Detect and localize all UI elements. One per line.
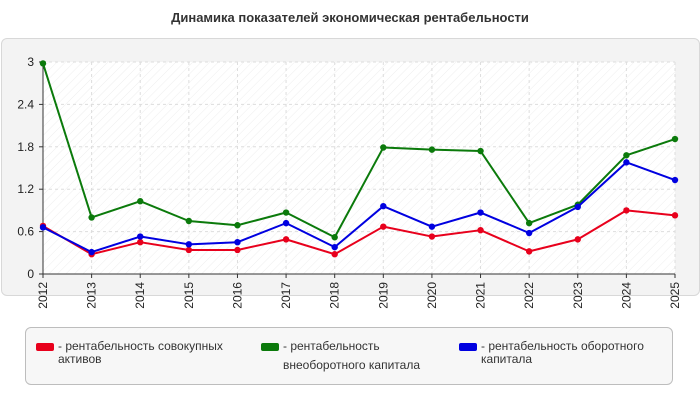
data-point bbox=[185, 217, 193, 225]
data-point bbox=[39, 60, 47, 67]
data-point bbox=[331, 234, 338, 241]
data-point bbox=[380, 144, 387, 151]
legend-item-total-assets: - рентабельность совокупных активов bbox=[36, 340, 223, 366]
data-point bbox=[282, 236, 290, 243]
data-point bbox=[574, 203, 581, 211]
legend-label-line1: - рентабельность совокупных bbox=[58, 339, 223, 353]
data-point bbox=[88, 248, 95, 256]
data-point bbox=[525, 248, 533, 255]
x-tick-label: 2016 bbox=[230, 282, 244, 309]
data-point bbox=[477, 147, 484, 155]
x-tick-label: 2013 bbox=[85, 282, 99, 309]
series-2 bbox=[39, 159, 679, 256]
series-line bbox=[42, 63, 676, 239]
legend-swatch-green bbox=[261, 343, 279, 351]
data-point bbox=[331, 251, 338, 258]
data-point bbox=[282, 209, 290, 216]
x-tick-label: 2018 bbox=[328, 282, 342, 309]
legend-swatch-blue bbox=[459, 343, 477, 351]
x-tick-label: 2015 bbox=[182, 282, 196, 309]
x-tick-label: 2020 bbox=[425, 282, 439, 309]
x-tick-label: 2019 bbox=[376, 282, 390, 309]
data-point bbox=[623, 159, 630, 166]
series-1 bbox=[39, 60, 679, 241]
y-tick-label: 1.2 bbox=[17, 182, 34, 196]
y-tick-labels: 0 0.6 1.2 1.8 2.4 3 bbox=[17, 55, 34, 281]
data-point bbox=[88, 214, 95, 221]
data-point bbox=[428, 146, 436, 153]
y-tick-label: 3 bbox=[27, 55, 34, 69]
y-tick-label: 0 bbox=[27, 267, 34, 281]
x-tick-label: 2025 bbox=[668, 282, 682, 309]
y-tick-label: 1.8 bbox=[17, 140, 34, 154]
data-point bbox=[623, 207, 630, 214]
data-point bbox=[39, 224, 47, 231]
x-tick-labels: 2012 2013 2014 2015 2016 2017 2018 2019 2020 2021… bbox=[36, 282, 682, 309]
data-point bbox=[477, 226, 484, 234]
data-point bbox=[428, 223, 436, 230]
x-tick-label: 2014 bbox=[133, 282, 147, 309]
data-point bbox=[671, 176, 679, 184]
data-point bbox=[137, 198, 144, 205]
legend-label-line1: - рентабельность bbox=[283, 339, 380, 353]
data-point bbox=[623, 152, 630, 159]
x-tick-label: 2012 bbox=[36, 282, 50, 309]
data-point bbox=[525, 229, 533, 237]
x-tick-label: 2017 bbox=[279, 282, 293, 309]
series-line bbox=[42, 209, 676, 256]
x-tick-label: 2024 bbox=[619, 282, 633, 309]
line-chart: 00.61.21.82.43 2012 2013 2014 2015 2016 2017 2… bbox=[17, 55, 682, 309]
series-line bbox=[42, 161, 676, 254]
data-point bbox=[137, 239, 144, 246]
data-point bbox=[234, 246, 241, 254]
data-point bbox=[671, 212, 679, 219]
data-point bbox=[574, 236, 581, 243]
data-point bbox=[185, 241, 193, 248]
legend: - рентабельность совокупных активов - ре… bbox=[25, 327, 673, 385]
data-point bbox=[331, 243, 338, 251]
y-tick-label: 0.6 bbox=[17, 225, 34, 239]
data-point bbox=[380, 223, 387, 230]
legend-label-line2: активов bbox=[58, 352, 102, 366]
legend-item-working-capital: - рентабельность оборотного капитала bbox=[459, 340, 644, 366]
x-tick-label: 2021 bbox=[474, 282, 488, 309]
y-tick-label: 2.4 bbox=[17, 97, 34, 111]
legend-swatch-red bbox=[36, 343, 54, 351]
legend-label-line2: внеоборотного капитала bbox=[283, 358, 420, 372]
data-point bbox=[234, 239, 241, 246]
axes bbox=[39, 61, 676, 278]
x-tick-label: 2022 bbox=[522, 282, 536, 309]
legend-label-line1: - рентабельность оборотного bbox=[481, 339, 644, 353]
legend-label-line2: капитала bbox=[481, 352, 533, 366]
data-point bbox=[137, 233, 144, 240]
data-point bbox=[282, 219, 290, 227]
x-tick-label: 2023 bbox=[571, 282, 585, 309]
series-group bbox=[39, 60, 679, 258]
data-point bbox=[477, 209, 484, 216]
data-point bbox=[380, 202, 387, 210]
data-point bbox=[428, 233, 436, 240]
data-point bbox=[185, 246, 193, 254]
chart-title: Динамика показателей экономическая рента… bbox=[171, 10, 529, 25]
data-point bbox=[671, 135, 679, 143]
data-point bbox=[234, 222, 241, 229]
legend-item-noncurrent-capital: - рентабельность внеоборотного капитала bbox=[261, 340, 420, 372]
data-point bbox=[525, 219, 533, 227]
